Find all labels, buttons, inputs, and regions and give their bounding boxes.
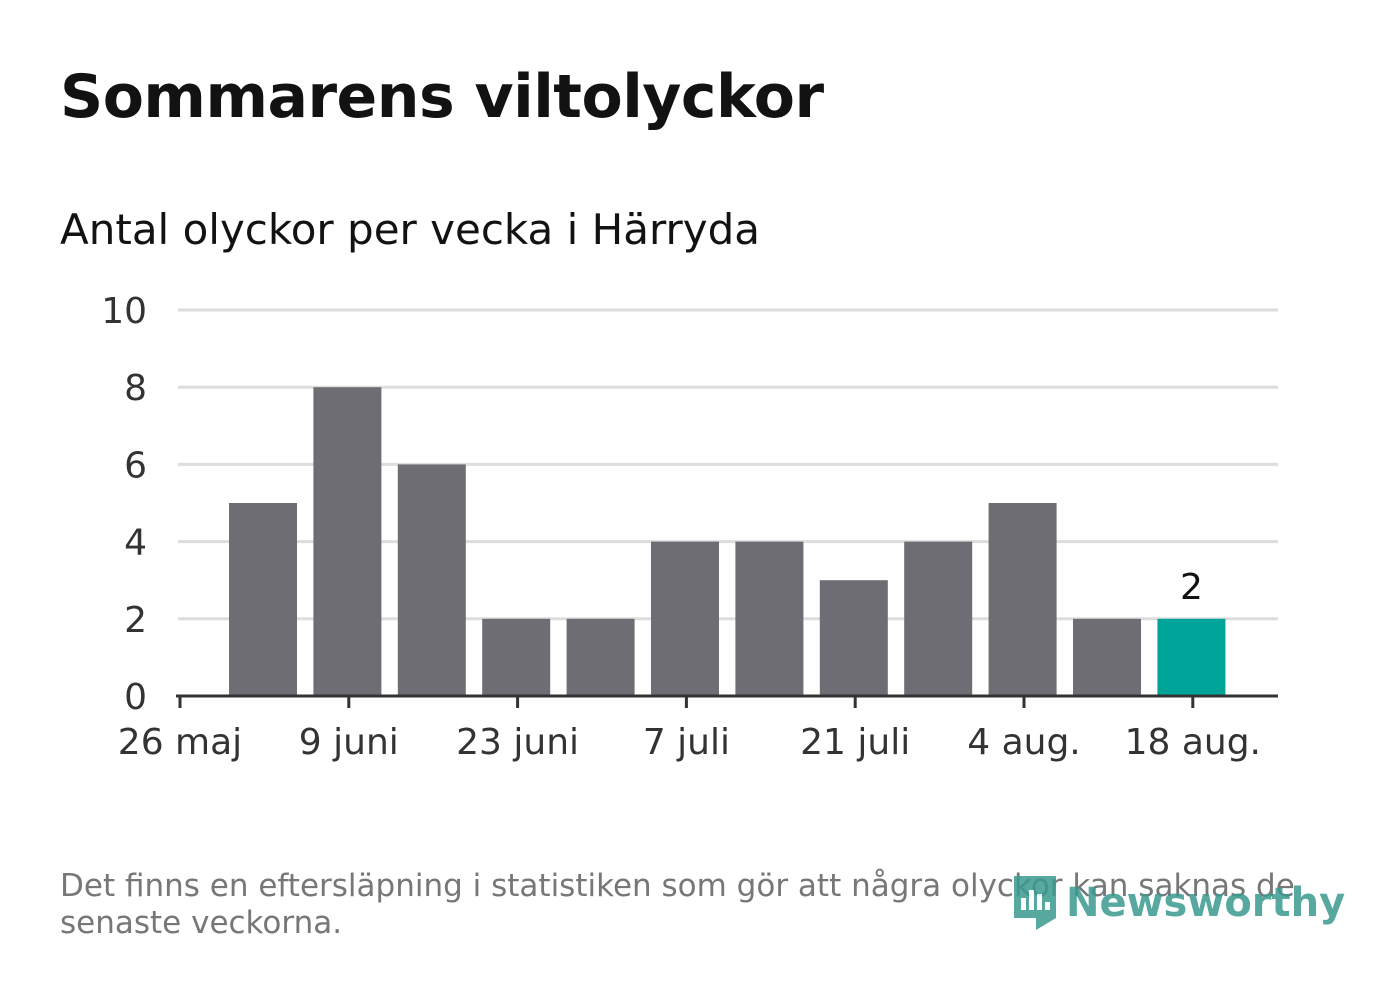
x-tick-label: 26 maj [118,722,242,763]
y-tick-label: 8 [124,368,147,409]
bar [1073,618,1141,696]
bar [651,541,719,696]
x-tick-label: 9 juni [299,722,399,763]
y-tick-label: 4 [124,523,147,564]
chart-title: Sommarens viltolyckor [60,62,824,132]
logo-text: Newsworthy [1066,880,1346,926]
footnote: Det finns en eftersläpning i statistiken… [60,868,1295,941]
y-tick-label: 2 [124,600,147,641]
x-tick-label: 7 juli [643,722,730,763]
bar [904,541,973,696]
bar [566,618,635,696]
bar [819,580,888,696]
data-label: 2 [1180,567,1203,608]
bar-highlighted [1157,618,1226,696]
y-tick-label: 6 [124,445,147,486]
x-tick-label: 21 juli [800,722,910,763]
bar [229,503,297,696]
bar [397,464,466,696]
bar [482,618,551,696]
newsworthy-logo-icon [1014,876,1056,930]
x-tick-label: 23 juni [456,722,579,763]
x-tick-label: 4 aug. [967,722,1081,763]
bar [735,541,804,696]
newsworthy-logo: Newsworthy [1010,872,1345,934]
bar [313,387,382,696]
y-tick-label: 10 [101,291,147,332]
x-tick-label: 18 aug. [1125,722,1261,763]
bar [988,503,1057,696]
chart-subtitle: Antal olyckor per vecka i Härryda [60,205,760,254]
y-tick-label: 0 [124,677,147,718]
